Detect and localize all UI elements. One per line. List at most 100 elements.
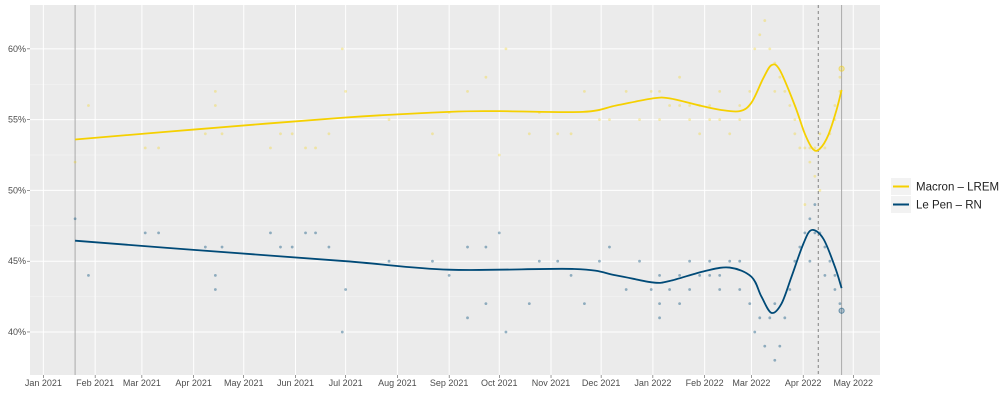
poll-point [823, 273, 827, 277]
poll-point [658, 302, 661, 306]
y-tick-label: 60% [8, 44, 26, 54]
x-tick-label: Dec 2021 [582, 378, 621, 388]
poll-point [327, 132, 331, 136]
y-tick-label: 55% [8, 115, 26, 125]
poll-point [773, 358, 777, 362]
poll-point [748, 302, 752, 306]
y-axis: 40% 45% 50% 55% 60% [8, 44, 30, 337]
poll-point [213, 288, 217, 291]
poll-point [608, 118, 611, 122]
poll-point [598, 118, 601, 122]
poll-point [838, 75, 842, 79]
poll-point [788, 288, 792, 291]
poll-point [157, 231, 160, 235]
poll-point [556, 259, 560, 263]
poll-point [527, 132, 531, 136]
poll-point [484, 75, 488, 79]
poll-point [340, 47, 344, 51]
poll-point [698, 273, 702, 277]
poll-point [203, 245, 207, 249]
poll-point [718, 89, 722, 93]
poll-point [688, 288, 692, 291]
gridlines [30, 5, 880, 375]
poll-point [569, 132, 573, 136]
poll-point [793, 118, 797, 122]
poll-point [728, 132, 732, 136]
poll-point [808, 259, 812, 263]
poll-point [504, 47, 508, 51]
poll-point [87, 273, 90, 277]
poll-point [823, 245, 827, 249]
poll-point [768, 316, 772, 320]
poll-point [763, 344, 767, 348]
poll-point [143, 231, 147, 235]
poll-point [678, 104, 682, 107]
x-tick-label: Oct 2021 [481, 378, 518, 388]
poll-point [220, 245, 224, 249]
x-tick-label: Mar 2021 [123, 378, 161, 388]
poll-point [638, 259, 641, 263]
poll-point [527, 302, 531, 306]
poll-point [818, 132, 822, 136]
poll-point [658, 316, 661, 320]
poll-point [504, 330, 508, 334]
result-point [838, 65, 845, 72]
poll-point [833, 104, 837, 107]
poll-point [718, 273, 722, 277]
poll-point [556, 132, 560, 136]
poll-point [279, 132, 282, 136]
x-tick-label: Feb 2022 [686, 378, 724, 388]
poll-point [758, 316, 762, 320]
poll-point [327, 245, 331, 249]
poll-point [813, 203, 817, 206]
poll-point [668, 104, 671, 107]
poll-point [803, 146, 807, 150]
x-tick-label: Aug 2021 [378, 378, 417, 388]
poll-point [678, 273, 682, 277]
poll-point [87, 104, 90, 107]
poll-point [340, 330, 344, 334]
poll-point [658, 118, 661, 122]
poll-point [304, 146, 307, 150]
poll-point [783, 316, 787, 320]
poll-point [220, 132, 224, 136]
poll-point [431, 132, 434, 136]
poll-point [213, 104, 217, 107]
poll-point [768, 47, 772, 51]
result-point [838, 307, 845, 314]
poll-point [688, 104, 692, 107]
poll-point [143, 146, 147, 150]
poll-point [793, 259, 797, 263]
poll-point [833, 288, 837, 291]
poll-point [213, 89, 217, 93]
x-tick-label: Mar 2022 [732, 378, 770, 388]
trend-line-macron [75, 63, 843, 152]
poll-point [314, 231, 317, 235]
poll-point [688, 118, 692, 122]
poll-point [813, 146, 817, 150]
poll-point [738, 118, 742, 122]
poll-point [698, 132, 702, 136]
poll-point [798, 245, 802, 249]
poll-point [658, 89, 661, 93]
legend-label-macron: Macron – LREM [916, 182, 999, 194]
poll-point [447, 273, 451, 277]
x-tick-label: Apr 2021 [175, 378, 212, 388]
poll-point [778, 344, 782, 348]
x-tick-label: Jun 2021 [277, 378, 314, 388]
trend-lines [75, 63, 845, 314]
poll-point [387, 259, 391, 263]
poll-point [738, 288, 742, 291]
poll-point [718, 288, 722, 291]
poll-point [678, 302, 682, 306]
poll-point [213, 273, 217, 277]
poll-point [823, 146, 827, 150]
poll-point [808, 160, 812, 164]
x-tick-label: Jul 2021 [329, 378, 363, 388]
x-tick-label: Jan 2021 [25, 378, 62, 388]
y-tick-label: 40% [8, 327, 26, 337]
poll-point [708, 259, 712, 263]
poll-point [314, 146, 317, 150]
poll-point [753, 47, 757, 51]
